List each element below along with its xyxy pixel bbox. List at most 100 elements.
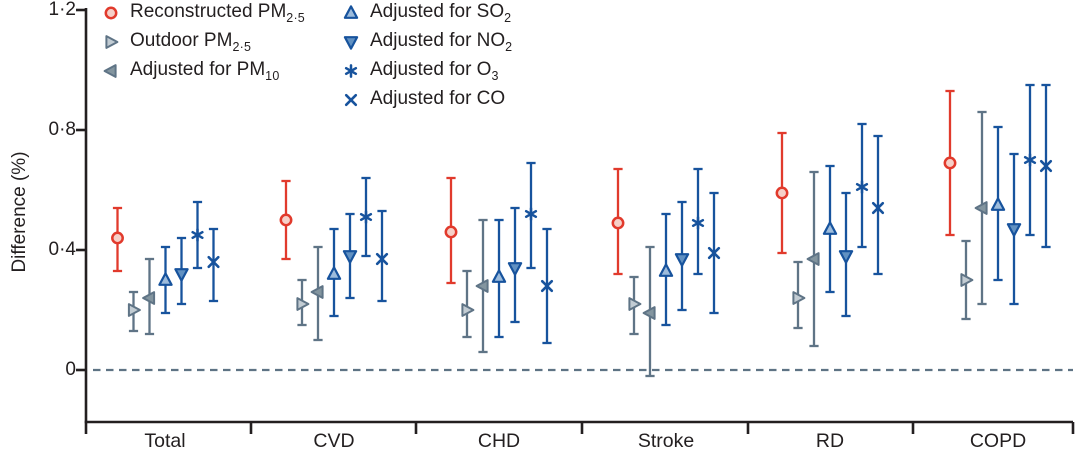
legend-glyph-triangle-up [343,4,359,19]
x-tick-label-rd: RD [815,430,845,452]
series-triangle-left [142,110,988,378]
marker-x [540,279,554,293]
legend-glyph-triangle-right [105,34,119,49]
marker-triangle-down [174,268,189,282]
marker-x [707,246,721,260]
legend-glyph-triangle-down [343,35,359,50]
y-tick-label: 0·8 [48,119,76,140]
marker-x [871,201,885,215]
marker-x [207,255,220,269]
marker-asterisk [524,207,538,221]
marker-circle-open [444,225,458,239]
marker-triangle-left [142,291,156,305]
marker-triangle-down [342,250,358,264]
marker-triangle-up [491,269,507,283]
legend-column-1: Reconstructed PM2·5 Outdoor PM2·5 Adjust… [101,0,305,85]
y-tick-label: 1·2 [48,0,76,20]
legend-label: Outdoor PM2·5 [130,30,252,54]
marker-asterisk [691,216,705,230]
up-triangle-icon [343,4,359,19]
legend-text: Adjusted for NO [370,30,506,51]
legend-item-adjusted-no2: Adjusted for NO2 [341,27,512,56]
legend-label: Adjusted for CO [370,89,505,110]
series-asterisk [191,83,1037,276]
marker-triangle-right [792,291,806,305]
marker-asterisk [1023,153,1037,167]
legend-text: Adjusted for O [370,59,492,80]
legend-label: Adjusted for SO2 [370,1,512,25]
legend-subscript: 2·5 [286,10,305,25]
errorbar [377,209,387,303]
y-tick-label: 0·4 [48,239,76,260]
series-triangle-up [158,125,1006,339]
legend-subscript: 3 [491,68,499,83]
marker-x [1039,159,1053,173]
legend-label: Adjusted for NO2 [370,30,513,54]
marker-triangle-left [310,285,324,299]
marker-triangle-up [326,266,342,280]
left-triangle-icon [103,63,117,78]
x-tick-label-copd: COPD [969,430,1027,452]
legend-item-adjusted-o3: Adjusted for O3 [341,56,512,85]
legend-item-reconstructed-pm25: Reconstructed PM2·5 [101,0,305,27]
marker-circle-open [111,231,124,245]
legend-subscript: 2 [504,10,512,25]
marker-circle-open [611,216,625,230]
marker-triangle-down [1006,223,1022,237]
x-tick-label-stroke: Stroke [637,430,695,452]
legend-text: Outdoor PM [130,30,233,51]
legend-glyph-x [344,93,358,106]
down-triangle-icon [343,35,359,50]
series-triangle-right [127,239,974,339]
marker-triangle-left [642,306,656,320]
legend-item-outdoor-pm25: Outdoor PM2·5 [101,27,305,56]
marker-asterisk [359,210,373,224]
y-axis-ticks [76,8,86,372]
series-triangle-down [174,152,1022,324]
legend-subscript: 10 [265,68,280,83]
marker-asterisk [191,228,204,242]
x-axis-ticks [249,422,1075,434]
marker-circle-open [775,186,789,200]
marker-circle-open [279,213,293,227]
marker-circle-open [943,156,957,170]
legend-text: Adjusted for PM [130,59,266,80]
marker-triangle-left [806,252,820,266]
legend-text: Adjusted for CO [370,88,506,109]
legend-subscript: 2 [505,39,513,54]
marker-triangle-up [990,197,1006,211]
errorbar [873,134,883,276]
errorbar [208,227,219,303]
y-tick-label: 0 [65,359,76,380]
open-circle-icon [104,6,118,19]
legend-glyph-circle-open [104,6,118,19]
marker-triangle-left [974,201,988,215]
asterisk-icon [344,63,358,78]
legend-label: Adjusted for PM10 [130,59,280,83]
legend-item-adjusted-co: Adjusted for CO [341,85,512,114]
series-circle-open [111,89,957,285]
legend-subscript: 2·5 [232,39,252,54]
legend-text: Adjusted for SO [370,1,505,22]
marker-triangle-up [658,263,674,277]
marker-triangle-right [127,303,141,317]
marker-triangle-down [838,250,854,264]
legend-text: Reconstructed PM [130,1,287,22]
legend-label: Adjusted for O3 [370,59,499,83]
x-tick-label-cvd: CVD [313,430,355,452]
x-tick-label-chd: CHD [477,430,521,452]
legend-column-2: Adjusted for SO2 Adjusted for NO2 Adjust… [341,0,512,114]
marker-triangle-down [507,262,523,276]
x-mark-icon [344,93,358,106]
legend-item-adjusted-pm10: Adjusted for PM10 [101,56,305,85]
marker-triangle-up [822,221,838,235]
marker-triangle-right [296,297,310,311]
x-tick-label-total: Total [144,430,186,452]
series-x [207,83,1053,345]
marker-triangle-up [158,272,173,286]
errorbar [462,269,472,339]
marker-triangle-right [960,273,974,287]
marker-x [375,252,389,266]
legend-item-adjusted-so2: Adjusted for SO2 [341,0,512,27]
